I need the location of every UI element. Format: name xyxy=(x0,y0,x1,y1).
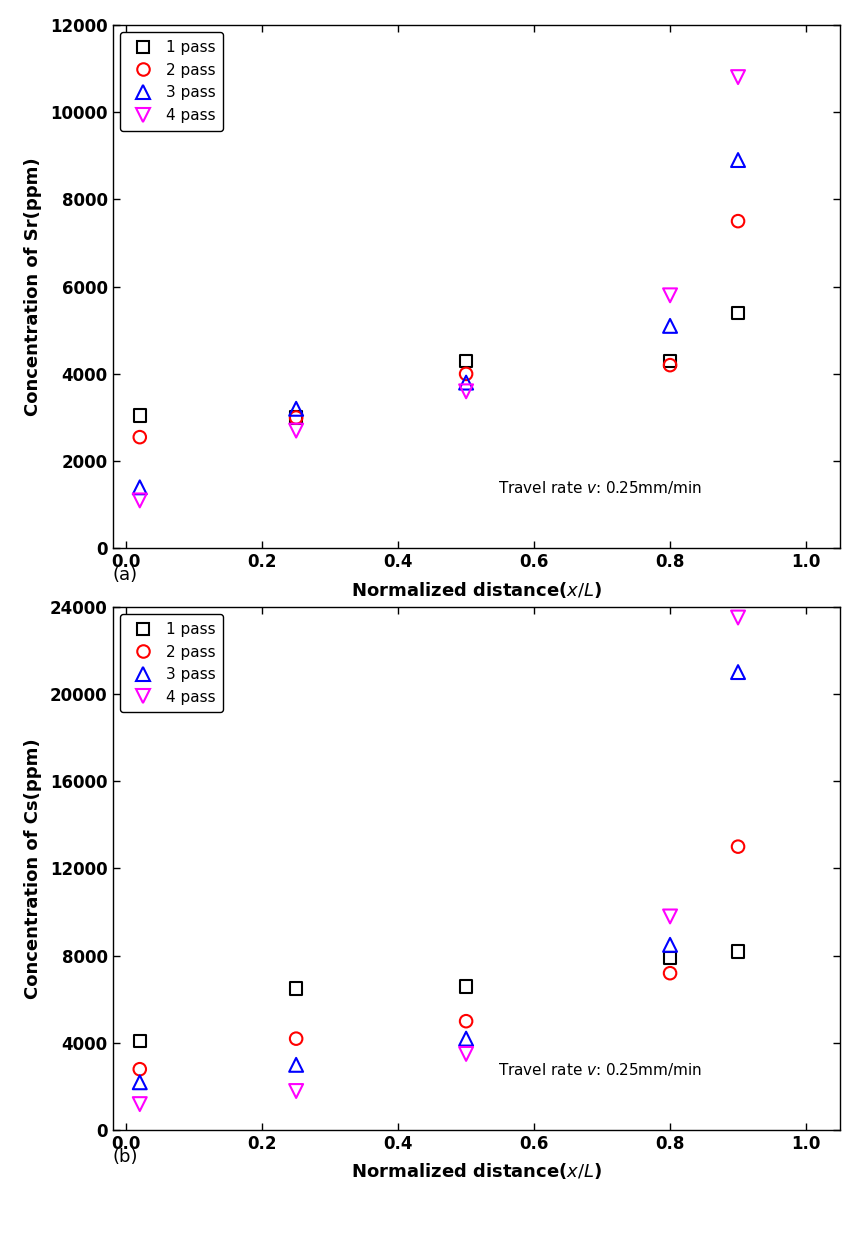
Point xyxy=(663,906,677,926)
Point xyxy=(663,286,677,306)
Point xyxy=(459,373,473,392)
Point xyxy=(459,1011,473,1031)
Point xyxy=(289,399,303,418)
Point xyxy=(459,364,473,384)
Point xyxy=(132,1072,146,1092)
Point xyxy=(132,490,146,510)
Point xyxy=(731,662,745,682)
Text: Travel rate $v$: 0.25mm/min: Travel rate $v$: 0.25mm/min xyxy=(498,1061,702,1078)
Point xyxy=(731,212,745,232)
Legend: 1 pass, 2 pass, 3 pass, 4 pass: 1 pass, 2 pass, 3 pass, 4 pass xyxy=(120,32,223,130)
Point xyxy=(132,1060,146,1080)
Point xyxy=(731,303,745,323)
X-axis label: Normalized distance($x/L$): Normalized distance($x/L$) xyxy=(351,1161,602,1181)
Point xyxy=(663,316,677,335)
Point xyxy=(663,355,677,375)
Point xyxy=(663,963,677,983)
Y-axis label: Concentration of Cs(ppm): Concentration of Cs(ppm) xyxy=(23,738,42,999)
Text: (a): (a) xyxy=(113,566,138,584)
Point xyxy=(459,350,473,370)
Point xyxy=(132,405,146,425)
Point xyxy=(289,978,303,998)
Point xyxy=(663,948,677,968)
Point xyxy=(132,427,146,447)
Point xyxy=(459,977,473,997)
Point xyxy=(132,478,146,498)
Text: (b): (b) xyxy=(113,1148,138,1166)
Y-axis label: Concentration of Sr(ppm): Concentration of Sr(ppm) xyxy=(23,157,42,416)
Point xyxy=(731,150,745,170)
Point xyxy=(289,1081,303,1101)
Point xyxy=(459,1044,473,1063)
Point xyxy=(132,1094,146,1114)
Point xyxy=(663,935,677,954)
Point xyxy=(731,608,745,628)
Point xyxy=(459,1029,473,1049)
Text: Travel rate $v$: 0.25mm/min: Travel rate $v$: 0.25mm/min xyxy=(498,479,702,496)
Legend: 1 pass, 2 pass, 3 pass, 4 pass: 1 pass, 2 pass, 3 pass, 4 pass xyxy=(120,614,223,712)
Point xyxy=(459,381,473,401)
Point xyxy=(731,941,745,961)
Point xyxy=(663,350,677,370)
X-axis label: Normalized distance($x/L$): Normalized distance($x/L$) xyxy=(351,579,602,599)
Point xyxy=(289,421,303,441)
Point xyxy=(731,67,745,87)
Point xyxy=(289,407,303,427)
Point xyxy=(289,1029,303,1049)
Point xyxy=(289,407,303,427)
Point xyxy=(132,1031,146,1051)
Point xyxy=(731,837,745,857)
Point xyxy=(289,1055,303,1075)
